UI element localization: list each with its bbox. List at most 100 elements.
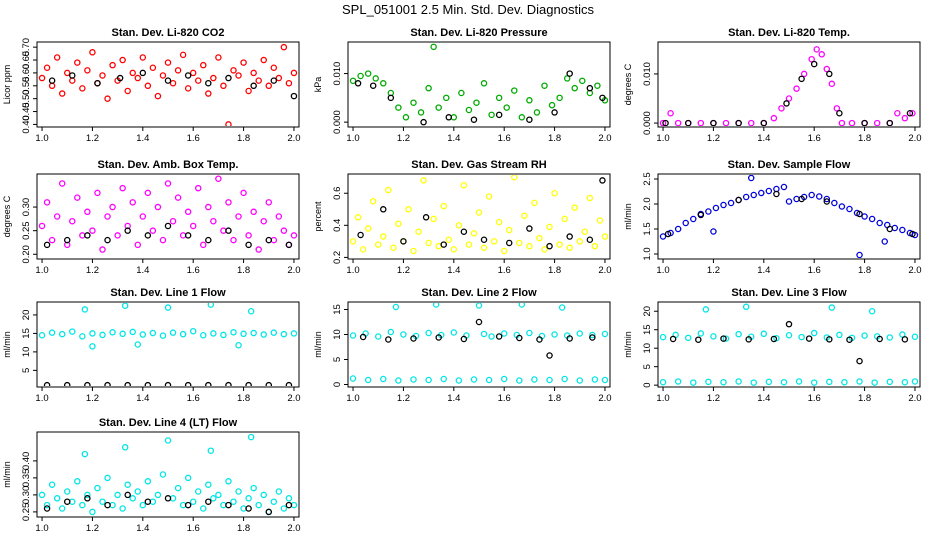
data-point: [210, 74, 217, 82]
panel-title: Stan. Dev. Amb. Box Temp.: [98, 159, 239, 171]
data-point: [516, 239, 523, 247]
x-tick-label: 1.2: [707, 265, 720, 276]
data-point: [63, 488, 71, 495]
data-point: [134, 241, 142, 249]
data-point: [210, 217, 217, 225]
data-point: [765, 187, 773, 195]
data-point: [561, 375, 568, 383]
data-point: [139, 54, 147, 61]
data-point: [215, 491, 222, 499]
data-point: [722, 119, 730, 126]
data-point: [828, 80, 836, 88]
x-tick-label: 1.2: [397, 393, 410, 404]
data-point: [364, 70, 372, 77]
data-point: [856, 378, 863, 385]
selected-data-point: [184, 232, 192, 239]
data-point: [270, 329, 278, 336]
x-tick-label: 1.4: [136, 265, 149, 276]
x-tick-label: 1.8: [237, 265, 250, 276]
x-tick-label: 1.2: [707, 393, 720, 404]
data-point: [488, 333, 495, 340]
y-tick-label: 0.50: [21, 89, 32, 108]
plot-frame: [347, 301, 611, 388]
data-point: [846, 205, 853, 213]
data-point: [275, 488, 283, 495]
data-point: [349, 332, 357, 339]
data-point: [682, 219, 689, 227]
data-point: [255, 77, 262, 84]
data-point: [475, 303, 483, 309]
data-point: [659, 333, 667, 341]
data-point: [465, 106, 473, 114]
x-tick-label: 1.6: [808, 265, 821, 276]
data-point: [129, 328, 136, 336]
data-point: [541, 246, 548, 253]
data-point: [815, 193, 823, 200]
data-point: [390, 244, 397, 252]
data-point: [154, 491, 162, 499]
data-point: [48, 82, 56, 90]
data-point: [38, 222, 46, 230]
x-tick-label: 1.8: [858, 133, 871, 144]
selected-data-point: [460, 228, 468, 235]
selected-data-point: [400, 238, 407, 245]
data-point: [899, 331, 906, 338]
data-point: [121, 303, 129, 309]
data-point: [53, 54, 61, 61]
selected-data-point: [823, 198, 831, 205]
data-point: [149, 64, 157, 72]
x-tick-label: 1.2: [86, 133, 99, 144]
data-point: [684, 334, 692, 342]
selected-data-point: [184, 501, 192, 509]
data-point: [576, 238, 584, 245]
data-point: [48, 236, 56, 244]
data-point: [410, 247, 417, 255]
data-point: [760, 330, 768, 338]
panel-4: Stan. Dev. Amb. Box Temp. degrees C 1.0 1.2…: [2, 159, 301, 276]
data-point: [245, 495, 252, 502]
selected-data-point: [124, 491, 131, 499]
data-point: [551, 189, 558, 197]
data-point: [89, 330, 96, 337]
y-tick-label: 0.60: [21, 64, 32, 83]
selected-data-point: [290, 92, 298, 100]
data-point: [200, 505, 207, 512]
data-point: [38, 491, 46, 499]
x-tick-label: 1.8: [237, 133, 250, 144]
data-point: [53, 213, 61, 220]
data-point: [402, 114, 410, 121]
data-point: [526, 242, 533, 250]
data-point: [179, 51, 187, 59]
data-point: [722, 335, 730, 342]
data-point: [674, 378, 682, 385]
data-point: [349, 375, 357, 382]
data-point: [174, 194, 182, 201]
x-tick-label: 2.0: [598, 393, 611, 404]
series-all: [38, 433, 298, 516]
data-point: [873, 119, 881, 126]
y-tick-label: 20: [21, 310, 32, 321]
data-point: [205, 481, 212, 488]
selected-data-point: [475, 318, 483, 326]
data-point: [674, 225, 682, 233]
data-point: [571, 84, 578, 92]
data-point: [129, 69, 136, 77]
data-point: [79, 85, 86, 92]
data-point: [697, 330, 705, 337]
y-axis-label: ml/min: [313, 331, 323, 358]
selected-data-point: [586, 236, 594, 244]
selected-data-point: [250, 82, 257, 90]
data-point: [387, 328, 395, 336]
data-point: [380, 233, 387, 240]
data-points: [38, 175, 298, 253]
data-point: [690, 379, 697, 386]
selected-data-point: [354, 80, 362, 87]
selected-data-point: [184, 72, 192, 79]
data-point: [225, 199, 232, 206]
selected-data-point: [886, 225, 894, 233]
data-point: [275, 213, 283, 220]
selected-data-point: [225, 381, 232, 386]
panel-title: Stan. Dev. Li-820 Pressure: [410, 27, 547, 39]
data-point: [129, 495, 136, 502]
data-point: [364, 376, 372, 384]
